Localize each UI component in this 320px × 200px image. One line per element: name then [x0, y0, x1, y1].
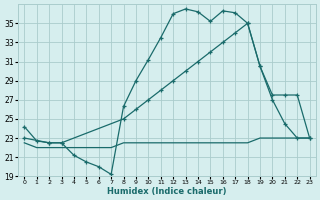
- X-axis label: Humidex (Indice chaleur): Humidex (Indice chaleur): [107, 187, 227, 196]
